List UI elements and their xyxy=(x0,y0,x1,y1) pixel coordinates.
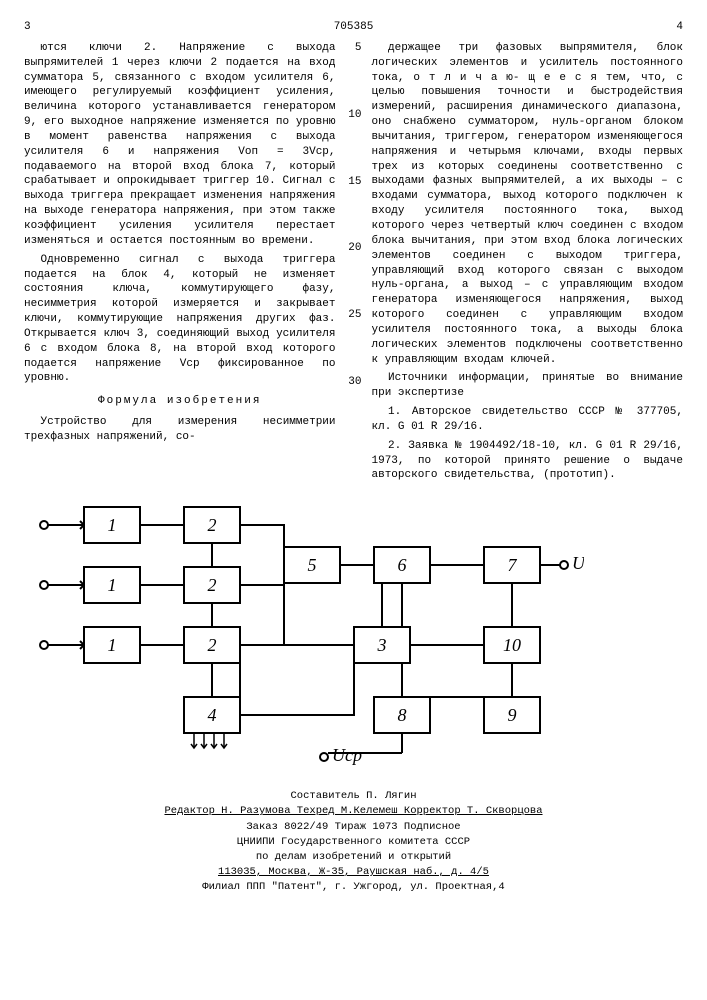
sources-title: Источники информации, принятые во вниман… xyxy=(372,371,684,401)
order-line: Заказ 8022/49 Тираж 1073 Подписное xyxy=(24,820,683,834)
formula-title: Формула изобретения xyxy=(24,394,336,409)
address-line: 113035, Москва, Ж-35, Раушская наб., д. … xyxy=(24,865,683,879)
editors-line: Редактор Н. Разумова Техред М.Келемеш Ко… xyxy=(24,804,683,818)
org-line-1: ЦНИИПИ Государственного комитета СССР xyxy=(24,835,683,849)
svg-text:1: 1 xyxy=(108,515,117,535)
branch-line: Филиал ППП "Патент", г. Ужгород, ул. Про… xyxy=(24,880,683,894)
svg-text:2: 2 xyxy=(208,575,217,595)
line-number: 30 xyxy=(346,375,362,390)
block-diagram: Uоп Uср 1 1 1 2 2 2 3 4 5 6 7 8 9 10 xyxy=(24,497,683,783)
svg-text:1: 1 xyxy=(108,635,117,655)
line-number-gutter: 5 10 15 20 25 30 xyxy=(346,41,362,487)
line-number: 10 xyxy=(346,108,362,123)
compiler-line: Составитель П. Лягин xyxy=(24,789,683,803)
svg-text:Uср: Uср xyxy=(332,745,362,765)
svg-text:Uоп: Uоп xyxy=(572,553,584,573)
diagram-svg: Uоп Uср 1 1 1 2 2 2 3 4 5 6 7 8 9 10 xyxy=(24,497,584,777)
svg-text:2: 2 xyxy=(208,635,217,655)
paragraph: Одновременно сигнал с выхода триггера по… xyxy=(24,253,336,387)
paragraph: держащее три фазовых выпрямителя, блок л… xyxy=(372,41,684,368)
line-number: 5 xyxy=(346,41,362,56)
paragraph: ются ключи 2. Напряжение с выхода выпрям… xyxy=(24,41,336,249)
source-item: 1. Авторское свидетельство СССР № 377705… xyxy=(372,405,684,435)
document-number: 705385 xyxy=(31,20,677,35)
svg-text:3: 3 xyxy=(377,635,387,655)
source-item: 2. Заявка № 1904492/18-10, кл. G 01 R 29… xyxy=(372,439,684,484)
org-line-2: по делам изобретений и открытий xyxy=(24,850,683,864)
svg-text:1: 1 xyxy=(108,575,117,595)
text-columns: ются ключи 2. Напряжение с выхода выпрям… xyxy=(24,41,683,487)
footer: Составитель П. Лягин Редактор Н. Разумов… xyxy=(24,789,683,894)
page-num-right: 4 xyxy=(676,20,683,35)
svg-text:5: 5 xyxy=(308,555,317,575)
left-column: ются ключи 2. Напряжение с выхода выпрям… xyxy=(24,41,336,487)
right-column: держащее три фазовых выпрямителя, блок л… xyxy=(372,41,684,487)
line-number: 15 xyxy=(346,175,362,190)
svg-text:9: 9 xyxy=(508,705,517,725)
line-number: 20 xyxy=(346,241,362,256)
svg-text:7: 7 xyxy=(508,555,518,575)
svg-text:10: 10 xyxy=(503,635,521,655)
page-num-left: 3 xyxy=(24,20,31,35)
svg-text:4: 4 xyxy=(208,705,217,725)
svg-text:2: 2 xyxy=(208,515,217,535)
page-header: 3 705385 4 xyxy=(24,20,683,35)
paragraph: Устройство для измерения несимметрии тре… xyxy=(24,415,336,445)
svg-text:6: 6 xyxy=(398,555,407,575)
svg-text:8: 8 xyxy=(398,705,407,725)
line-number: 25 xyxy=(346,308,362,323)
